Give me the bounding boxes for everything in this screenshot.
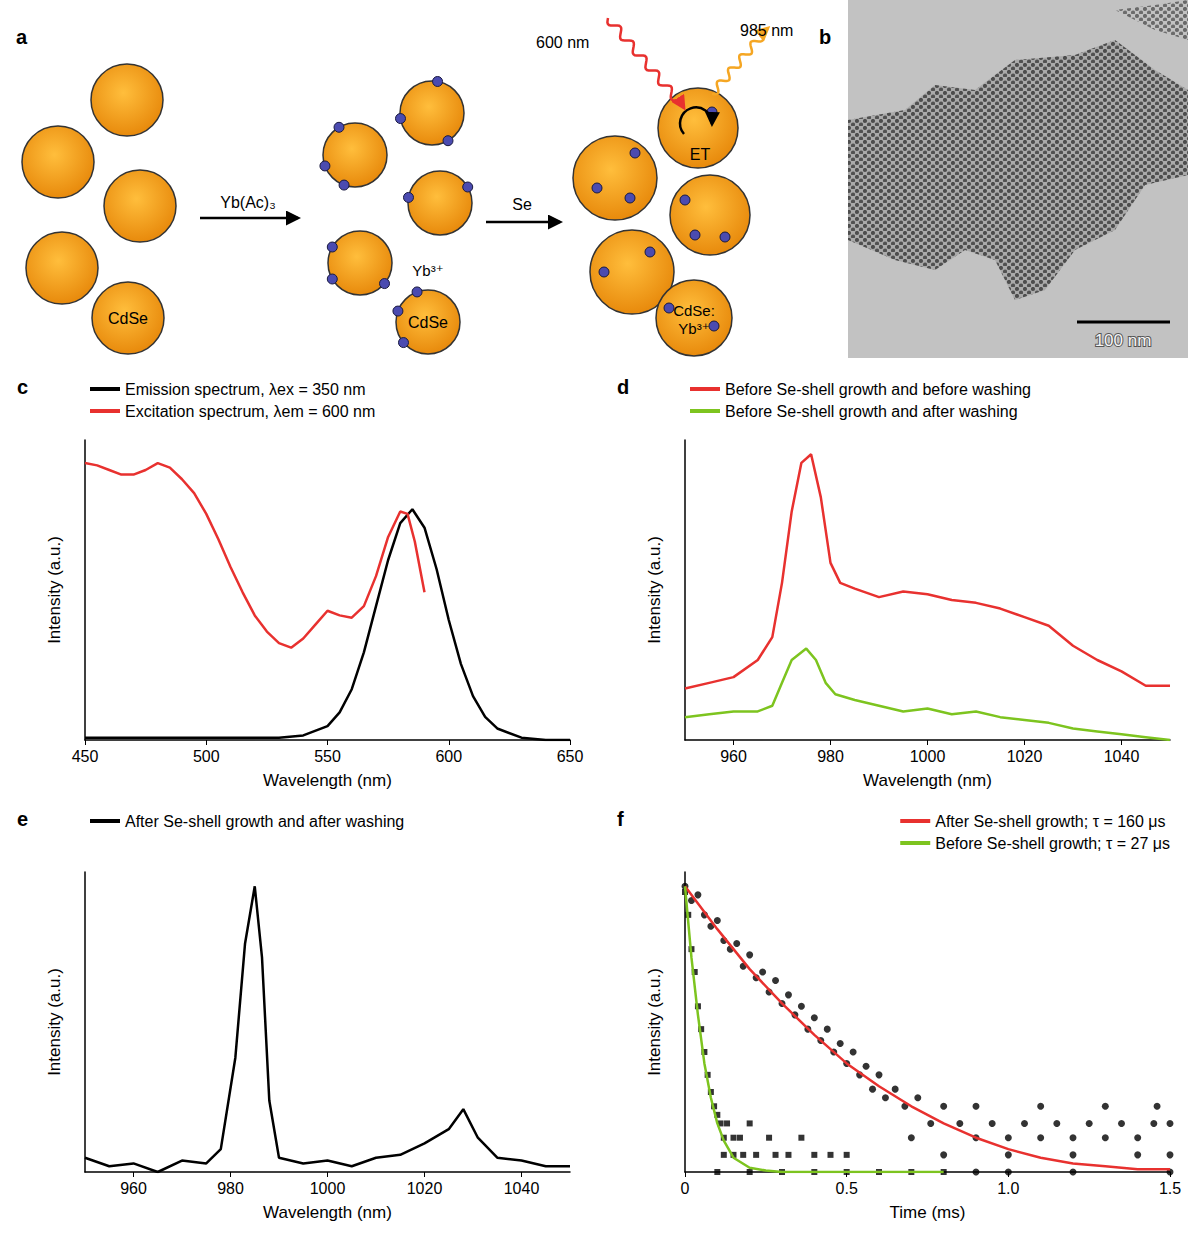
svg-text:Yb³⁺: Yb³⁺: [412, 262, 443, 279]
svg-text:CdSe:: CdSe:: [673, 302, 715, 319]
svg-text:985 nm: 985 nm: [740, 22, 793, 39]
svg-text:550: 550: [314, 748, 341, 765]
svg-text:600 nm: 600 nm: [536, 34, 589, 51]
svg-text:Emission spectrum, λex = 350 n: Emission spectrum, λex = 350 nm: [125, 381, 366, 398]
svg-text:650: 650: [557, 748, 584, 765]
svg-text:980: 980: [817, 748, 844, 765]
svg-text:1040: 1040: [504, 1180, 540, 1197]
svg-text:0.5: 0.5: [836, 1180, 858, 1197]
svg-text:CdSe: CdSe: [108, 310, 148, 327]
svg-text:980: 980: [217, 1180, 244, 1197]
svg-text:e: e: [17, 808, 28, 830]
svg-text:1.0: 1.0: [997, 1180, 1019, 1197]
svg-text:Wavelength (nm): Wavelength (nm): [263, 771, 392, 790]
svg-text:1000: 1000: [310, 1180, 346, 1197]
svg-text:100 nm: 100 nm: [1095, 331, 1152, 350]
svg-text:Yb(Ac)₃: Yb(Ac)₃: [220, 194, 275, 211]
svg-text:500: 500: [193, 748, 220, 765]
svg-text:After Se-shell growth and afte: After Se-shell growth and after washing: [125, 813, 404, 830]
svg-text:Intensity (a.u.): Intensity (a.u.): [45, 968, 64, 1076]
svg-text:450: 450: [72, 748, 99, 765]
svg-text:1.5: 1.5: [1159, 1180, 1181, 1197]
svg-text:960: 960: [720, 748, 747, 765]
svg-text:Wavelength (nm): Wavelength (nm): [263, 1203, 392, 1222]
svg-text:1000: 1000: [910, 748, 946, 765]
svg-text:After Se-shell growth; τ = 160: After Se-shell growth; τ = 160 μs: [935, 813, 1165, 830]
svg-text:0: 0: [681, 1180, 690, 1197]
svg-text:Wavelength (nm): Wavelength (nm): [863, 771, 992, 790]
svg-text:Time (ms): Time (ms): [890, 1203, 966, 1222]
svg-text:1040: 1040: [1104, 748, 1140, 765]
svg-text:Excitation spectrum, λem = 600: Excitation spectrum, λem = 600 nm: [125, 403, 375, 420]
svg-text:Se: Se: [512, 196, 532, 213]
svg-text:600: 600: [435, 748, 462, 765]
svg-text:Intensity (a.u.): Intensity (a.u.): [45, 536, 64, 644]
svg-text:ET: ET: [690, 146, 711, 163]
svg-text:b: b: [819, 26, 831, 48]
svg-text:d: d: [617, 376, 629, 398]
svg-text:1020: 1020: [407, 1180, 443, 1197]
svg-text:CdSe: CdSe: [408, 314, 448, 331]
svg-text:Before Se-shell growth and aft: Before Se-shell growth and after washing: [725, 403, 1018, 420]
svg-text:Before Se-shell growth; τ = 27: Before Se-shell growth; τ = 27 μs: [935, 835, 1170, 852]
svg-text:Intensity (a.u.): Intensity (a.u.): [645, 968, 664, 1076]
svg-text:a: a: [16, 26, 28, 48]
svg-text:Yb³⁺: Yb³⁺: [678, 320, 709, 337]
svg-text:Intensity (a.u.): Intensity (a.u.): [645, 536, 664, 644]
svg-text:1020: 1020: [1007, 748, 1043, 765]
svg-text:c: c: [17, 376, 28, 398]
svg-text:960: 960: [120, 1180, 147, 1197]
svg-text:Before Se-shell growth and bef: Before Se-shell growth and before washin…: [725, 381, 1031, 398]
svg-text:f: f: [617, 808, 624, 830]
